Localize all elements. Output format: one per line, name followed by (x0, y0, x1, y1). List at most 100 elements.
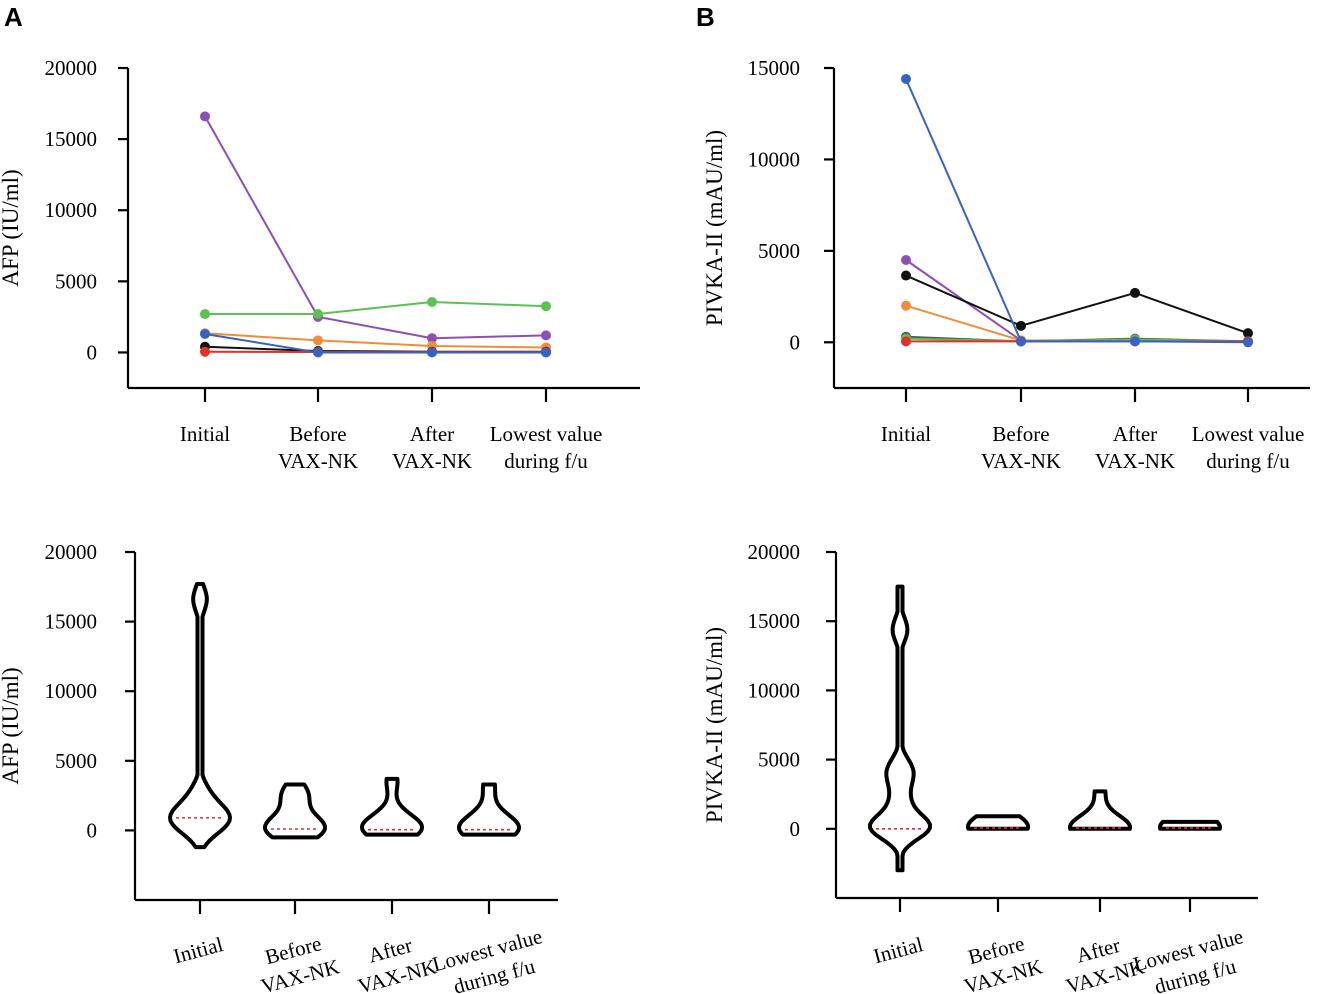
violin-shape (168, 582, 232, 850)
violin-shape (457, 782, 521, 837)
violin-shape (360, 776, 424, 837)
y-tick-label: 20000 (45, 540, 98, 564)
x-tick-label-line: Initial (180, 422, 230, 446)
x-tick-label: Initial (881, 422, 931, 446)
series-line-purple (204, 115, 547, 340)
x-tick-label-line: during f/u (504, 449, 588, 473)
x-tick-label: Before VAX-NK (981, 422, 1061, 473)
violin-shape (966, 814, 1030, 831)
x-tick-label: Lowest value during f/u (1192, 422, 1305, 473)
data-point-black (1243, 328, 1253, 339)
data-point-green (541, 301, 551, 312)
data-point-blue (1243, 337, 1253, 348)
x-tick-label-line: After (1113, 422, 1157, 446)
data-point-blue (1016, 336, 1026, 347)
data-point-blue (901, 73, 911, 84)
x-tick-label: AfterVAX-NK (348, 928, 439, 994)
x-tick-label-line: Initial (871, 932, 926, 968)
x-tick-label: Initial (180, 422, 230, 446)
data-point-orange (901, 300, 911, 311)
data-point-black (1016, 320, 1026, 331)
y-tick-label: 15000 (748, 609, 801, 633)
data-point-blue (427, 347, 437, 358)
series-line-blue (905, 78, 1249, 344)
data-point-black (901, 270, 911, 281)
x-tick-label-line: VAX-NK (278, 449, 358, 473)
y-tick-label: 0 (87, 818, 98, 842)
y-axis-label: AFP (IU/ml) (0, 169, 23, 286)
x-tick-label: After VAX-NK (1095, 422, 1175, 473)
data-point-orange (313, 335, 323, 346)
data-point-red (200, 346, 210, 357)
y-tick-label: 15000 (748, 56, 801, 80)
x-tick-label-line: Lowest value (490, 422, 603, 446)
x-tick-label: BeforeVAX-NK (954, 928, 1045, 994)
y-tick-label: 10000 (748, 678, 801, 702)
x-tick-label-line: Initial (881, 422, 931, 446)
y-tick-label: 5000 (55, 749, 97, 773)
pivka-line-chart: 0 5000 10000 15000 PIVKA-II (mAU/ml) Initial B… (702, 56, 1310, 473)
x-tick-label-line: Initial (171, 932, 226, 968)
data-point-blue (313, 347, 323, 358)
x-tick-label-line: VAX-NK (981, 449, 1061, 473)
x-tick-label: After VAX-NK (392, 422, 472, 473)
y-tick-label: 5000 (55, 269, 97, 293)
y-tick-label: 10000 (748, 147, 801, 171)
y-tick-label: 10000 (45, 679, 98, 703)
series-line-black (905, 274, 1249, 335)
y-axis-label: AFP (IU/ml) (0, 667, 23, 784)
x-tick-label: Lowest value during f/u (490, 422, 603, 473)
y-tick-label: 0 (87, 340, 98, 364)
y-tick-label: 5000 (758, 748, 800, 772)
data-point-purple (901, 255, 911, 265)
y-axis-label: PIVKA-II (mAU/ml) (702, 130, 727, 326)
x-tick-label: BeforeVAX-NK (251, 928, 342, 994)
x-tick-label: Lowest valueduring f/u (1131, 924, 1253, 994)
x-tick-label-line: VAX-NK (392, 449, 472, 473)
y-axis-label: PIVKA-II (mAU/ml) (702, 627, 727, 823)
x-tick-label-line: Lowest value (1192, 422, 1305, 446)
violin-shape (868, 584, 932, 873)
afp-violin-chart: 0 5000 10000 15000 20000 AFP (IU/ml) Initial Be… (0, 540, 558, 994)
y-tick-label: 20000 (45, 56, 98, 80)
panel-label-b: B (696, 2, 715, 32)
x-tick-label-line: Before (992, 422, 1049, 446)
series-line-purple (905, 259, 1249, 343)
y-tick-label: 0 (790, 817, 801, 841)
y-tick-label: 15000 (45, 127, 98, 151)
x-tick-label-line: Before (289, 422, 346, 446)
violin-shape (263, 782, 327, 840)
data-point-purple (200, 111, 210, 122)
data-point-green (427, 296, 437, 307)
data-point-green (200, 309, 210, 320)
afp-line-chart: 0 5000 10000 15000 20000 AFP (IU/ml) Initial Be… (0, 56, 640, 473)
series-line-orange (204, 332, 547, 349)
x-tick-label: Lowest valueduring f/u (430, 924, 552, 994)
x-tick-label-line: After (410, 422, 454, 446)
data-point-black (1130, 287, 1140, 298)
x-tick-label-line: during f/u (1206, 449, 1290, 473)
series-line-blue (204, 332, 546, 354)
data-point-green (313, 309, 323, 320)
data-point-purple (427, 333, 437, 344)
violin-shape (1158, 819, 1222, 831)
y-tick-label: 15000 (45, 610, 98, 634)
y-tick-label: 0 (790, 330, 801, 354)
y-tick-label: 20000 (748, 540, 801, 564)
x-tick-label-line: VAX-NK (1095, 449, 1175, 473)
data-point-purple (541, 330, 551, 341)
panel-label-a: A (4, 2, 23, 32)
data-point-blue (1130, 336, 1140, 347)
violin-shape (1068, 789, 1132, 831)
x-tick-label: Initial (871, 932, 926, 968)
data-point-red (901, 336, 911, 347)
data-point-blue (200, 328, 210, 339)
x-tick-label: Before VAX-NK (278, 422, 358, 473)
y-tick-label: 5000 (758, 239, 800, 263)
y-tick-label: 10000 (45, 198, 98, 222)
x-tick-label: Initial (171, 932, 226, 968)
series-line-orange (905, 304, 1249, 343)
series-line-green (205, 300, 547, 316)
data-point-blue (541, 347, 551, 358)
